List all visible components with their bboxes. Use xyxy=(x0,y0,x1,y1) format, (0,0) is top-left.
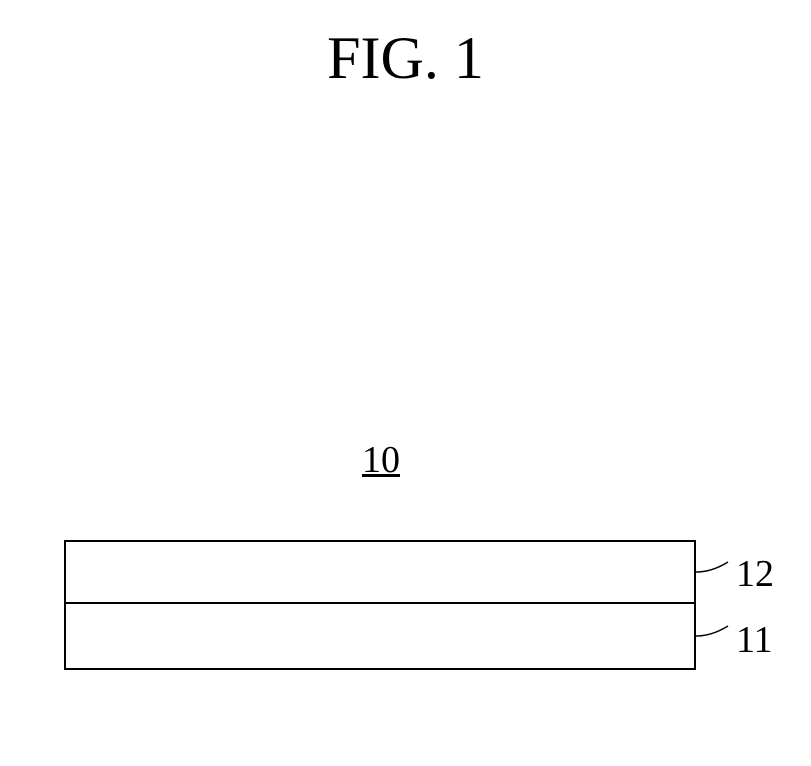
leader-11-curve xyxy=(0,0,811,766)
leader-11-label: 11 xyxy=(736,618,773,662)
